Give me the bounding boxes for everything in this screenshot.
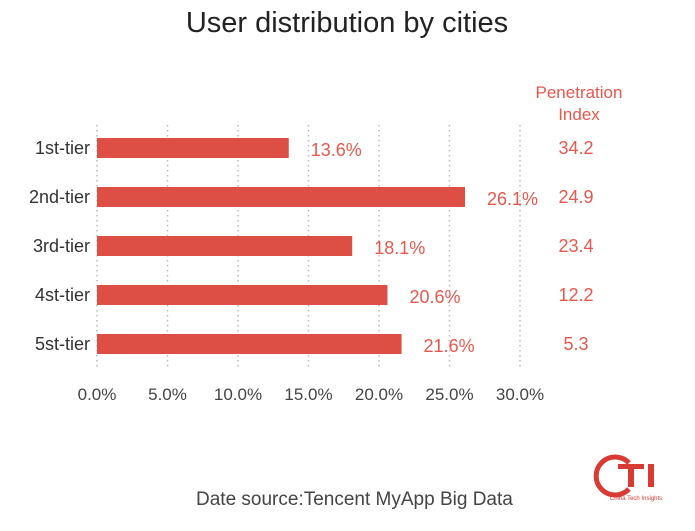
bar	[97, 187, 466, 207]
category-labels: 1st-tier 2nd-tier 3rd-tier 4st-tier 5st-tier	[29, 138, 90, 354]
x-tick-label: 20.0%	[355, 385, 403, 404]
penetration-value: 24.9	[558, 187, 593, 207]
penetration-header-line1: Penetration	[536, 83, 623, 102]
category-label: 4st-tier	[35, 285, 90, 305]
penetration-value: 23.4	[558, 236, 593, 256]
x-tick-label: 30.0%	[496, 385, 544, 404]
penetration-value: 12.2	[558, 285, 593, 305]
category-label: 2nd-tier	[29, 187, 90, 207]
penetration-values: 34.2 24.9 23.4 12.2 5.3	[558, 138, 593, 354]
value-label: 13.6%	[311, 140, 362, 160]
chart-title: User distribution by cities	[186, 7, 508, 39]
value-label: 21.6%	[424, 336, 475, 356]
bar	[97, 138, 289, 158]
bars	[97, 138, 466, 354]
bar	[97, 236, 353, 256]
logo-c-shape	[593, 454, 631, 498]
logo-subtitle: China Tech Insights	[610, 496, 662, 502]
value-label: 26.1%	[487, 189, 538, 209]
bar	[97, 285, 388, 305]
x-tick-label: 10.0%	[214, 385, 262, 404]
x-tick-labels: 0.0% 5.0% 10.0% 15.0% 20.0% 25.0% 30.0%	[78, 385, 544, 404]
bar	[97, 334, 402, 354]
x-tick-label: 5.0%	[148, 385, 187, 404]
penetration-header-line2: Index	[558, 105, 600, 124]
x-tick-label: 0.0%	[78, 385, 117, 404]
value-label: 18.1%	[374, 238, 425, 258]
logo-i-stem	[648, 464, 654, 487]
penetration-value: 34.2	[558, 138, 593, 158]
x-tick-label: 15.0%	[284, 385, 332, 404]
category-label: 3rd-tier	[33, 236, 90, 256]
category-label: 5st-tier	[35, 334, 90, 354]
value-labels: 13.6% 26.1% 18.1% 20.6% 21.6%	[311, 140, 538, 356]
cti-logo: China Tech Insights	[593, 454, 662, 502]
data-source: Date source:Tencent MyApp Big Data	[196, 489, 513, 510]
category-label: 1st-tier	[35, 138, 90, 158]
value-label: 20.6%	[409, 287, 460, 307]
logo-t-stem	[628, 464, 634, 487]
x-tick-label: 25.0%	[425, 385, 473, 404]
penetration-value: 5.3	[563, 334, 588, 354]
